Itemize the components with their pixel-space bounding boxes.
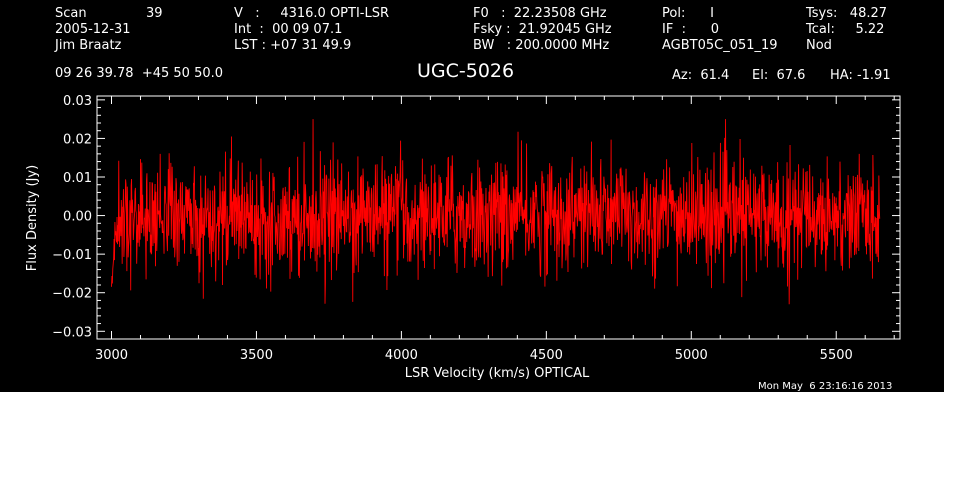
elevation: El: 67.6 [752, 68, 806, 83]
x-tick-label: 5000 [675, 348, 708, 363]
x-tick-label: 4500 [530, 348, 563, 363]
x-tick-label: 3000 [95, 348, 128, 363]
project-id: AGBT05C_051_19 [662, 38, 778, 53]
if-number: IF : 0 [662, 22, 720, 37]
y-tick-label: −0.03 [52, 325, 92, 340]
integration-time: Int : 00 09 07.1 [234, 22, 343, 37]
x-tick-label: 4000 [385, 348, 418, 363]
plot-panel: Scan 39 2005-12-31 Jim Braatz 09 26 39.7… [0, 0, 944, 392]
render-timestamp: Mon May 6 23:16:16 2013 [758, 381, 893, 392]
observing-mode: Nod [806, 38, 832, 53]
source-coordinates: 09 26 39.78 +45 50 50.0 [55, 66, 224, 81]
y-tick-label: 0.03 [63, 94, 92, 109]
sky-frequency: Fsky : 21.92045 GHz [473, 22, 612, 37]
y-tick-label: −0.02 [52, 287, 92, 302]
x-tick-label: 5500 [820, 348, 853, 363]
system-temperature: Tsys: 48.27 [806, 6, 888, 21]
cal-temperature: Tcal: 5.22 [806, 22, 885, 37]
series-layer [111, 119, 881, 305]
spectrum-chart: 3000 3500 4000 4500 5000 5500 −0.03 −0.02 −0.01 0… [25, 94, 901, 381]
hour-angle: HA: -1.91 [830, 68, 891, 83]
polarization: Pol: I [662, 6, 714, 21]
chart-title: UGC-5026 [417, 60, 515, 82]
axes-layer: 3000 3500 4000 4500 5000 5500 −0.03 −0.02 −0.01 0… [52, 94, 900, 363]
plot-frame [96, 95, 901, 340]
observation-date: 2005-12-31 [55, 22, 131, 37]
source-velocity: V : 4316.0 OPTI-LSR [234, 6, 390, 21]
x-tick-label: 3500 [240, 348, 273, 363]
local-sidereal-time: LST : +07 31 49.9 [234, 38, 352, 53]
y-tick-label: 0.00 [63, 210, 92, 225]
scan-label: Scan [55, 6, 87, 21]
x-axis-label: LSR Velocity (km/s) OPTICAL [405, 366, 590, 381]
rest-frequency: F0 : 22.23508 GHz [473, 6, 607, 21]
observer-name: Jim Braatz [55, 38, 122, 53]
y-axis-label: Flux Density (Jy) [25, 165, 40, 271]
bandwidth: BW : 200.0000 MHz [473, 38, 610, 53]
scan-number: 39 [146, 6, 163, 21]
y-tick-label: 0.01 [63, 171, 92, 186]
spectrum-series-line [111, 119, 881, 305]
y-tick-label: 0.02 [63, 132, 92, 147]
y-tick-label: −0.01 [52, 248, 92, 263]
azimuth: Az: 61.4 [672, 68, 730, 83]
